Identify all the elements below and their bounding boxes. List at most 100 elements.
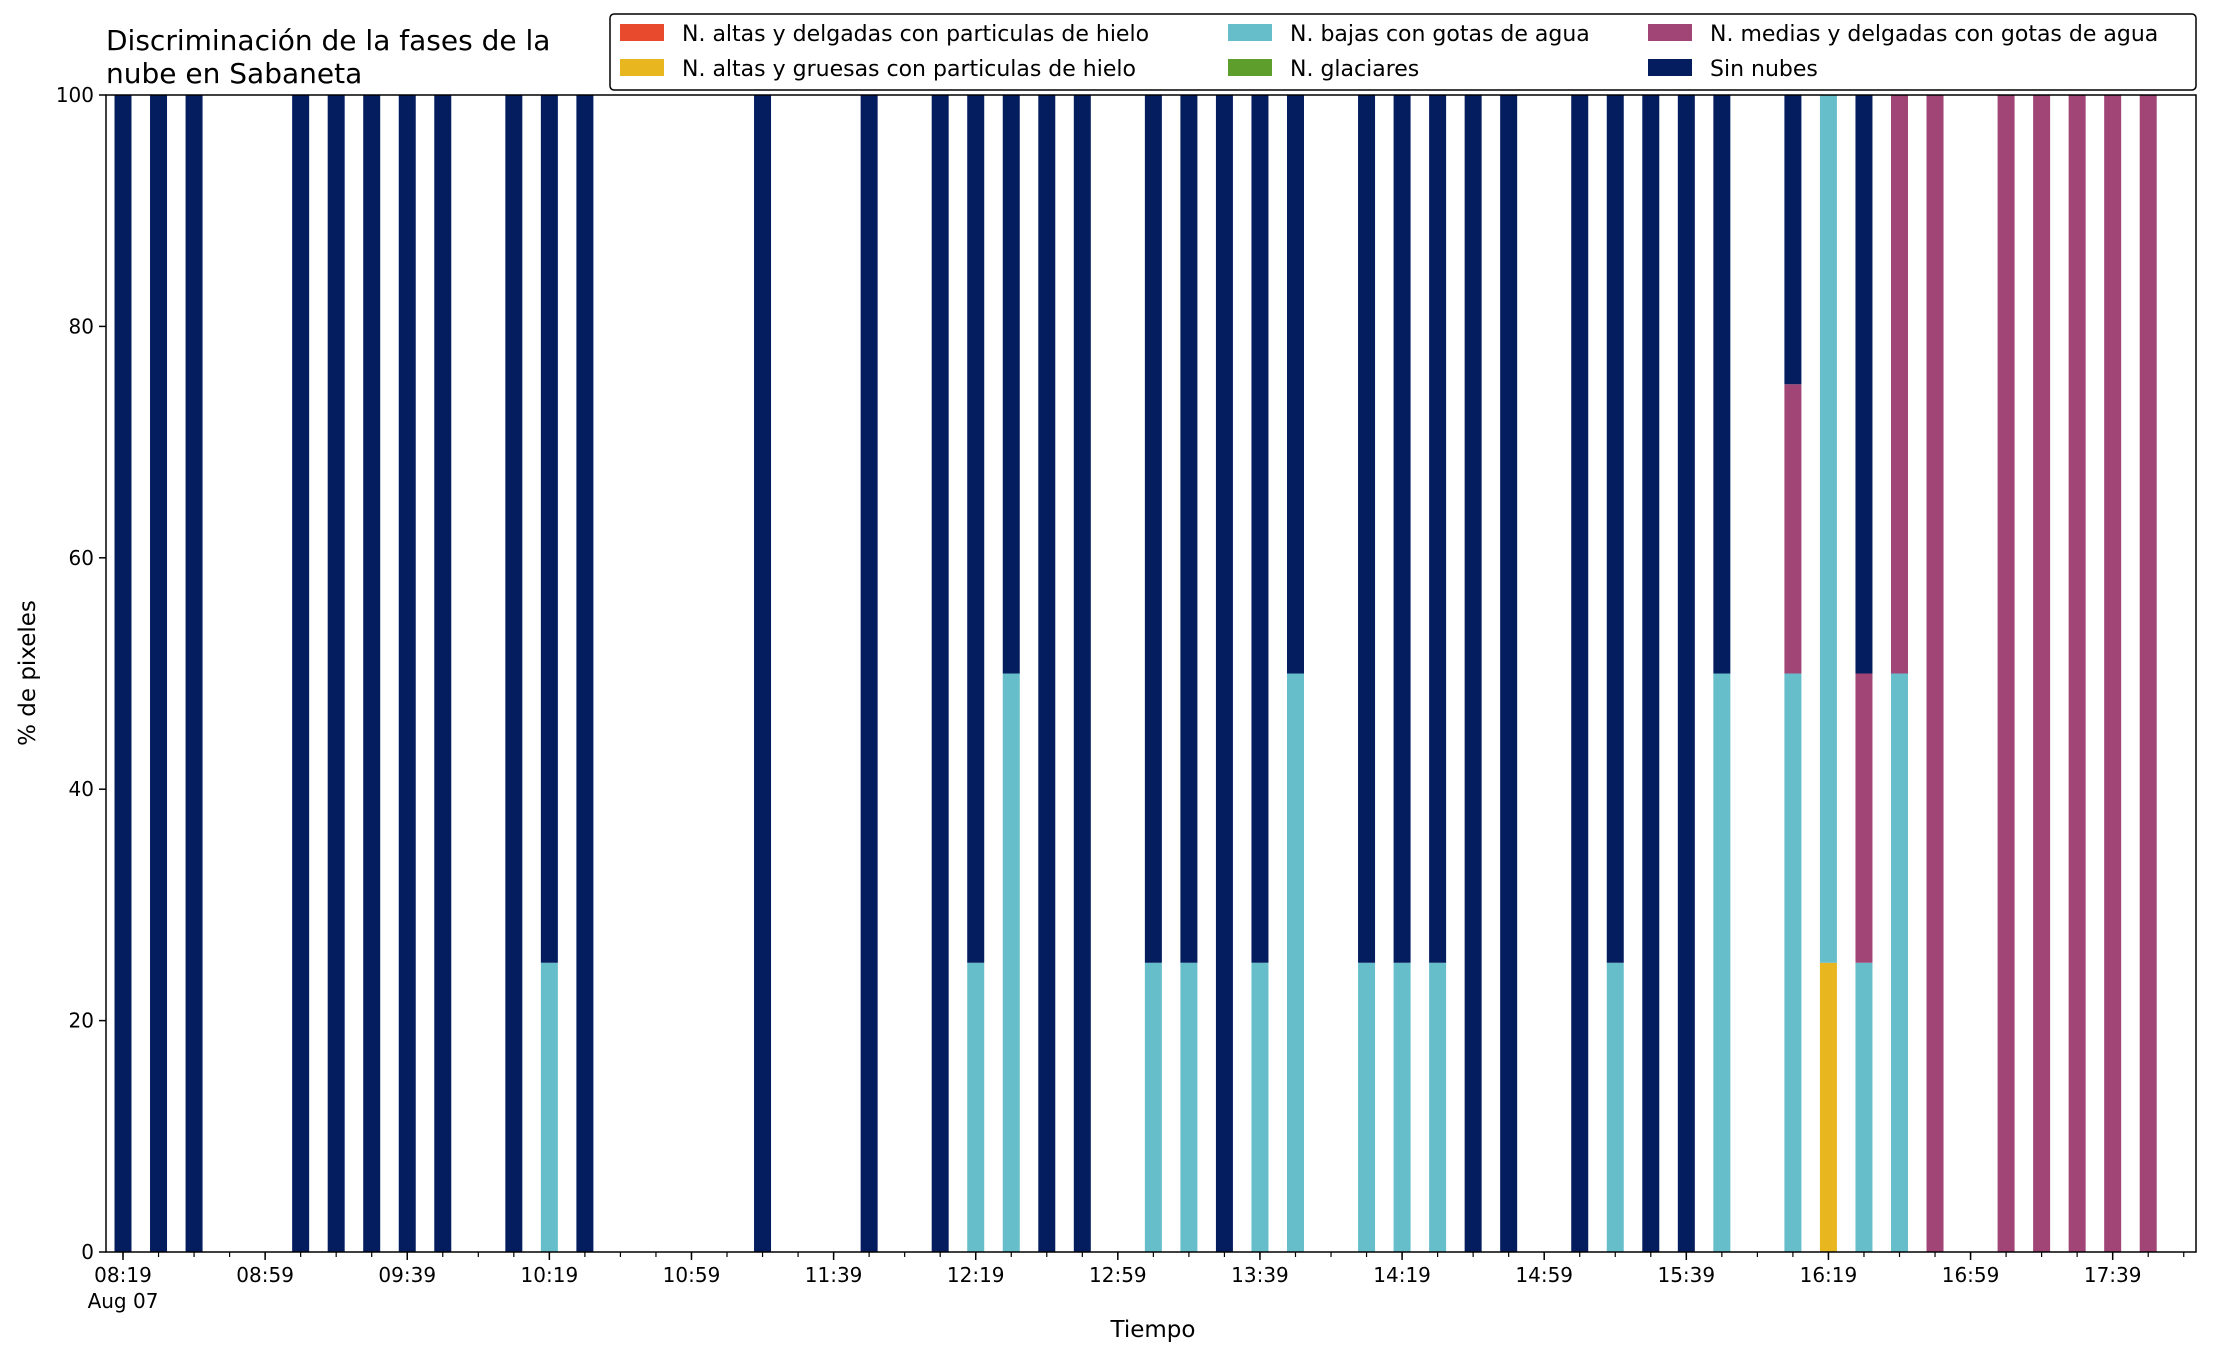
y-tick-label: 20 — [69, 1009, 94, 1033]
y-tick-label: 60 — [69, 546, 94, 570]
bar-segment-sin-nubes — [398, 95, 416, 1252]
bar-segment-n-bajas-con-gotas-de-agua — [1784, 673, 1802, 1252]
legend-swatch-n-altas-y-delgadas-con-particulas-de-hielo — [620, 24, 664, 41]
chart-title-line-1: Discriminación de la fases de la — [106, 24, 550, 57]
legend-box — [609, 13, 2197, 91]
bar-segment-n-medias-y-delgadas-con-gotas-de-agua — [1891, 95, 1908, 674]
bar-segment-sin-nubes — [185, 95, 203, 1252]
bar-segment-n-medias-y-delgadas-con-gotas-de-agua — [2033, 95, 2051, 1252]
bar-segment-sin-nubes — [754, 95, 772, 1252]
bar-segment-n-bajas-con-gotas-de-agua — [967, 962, 985, 1252]
bar-segment-sin-nubes — [1677, 95, 1695, 1252]
bar-segment-sin-nubes — [1784, 95, 1802, 385]
bar-segment-n-bajas-con-gotas-de-agua — [1144, 962, 1162, 1252]
bar-segment-sin-nubes — [1038, 95, 1056, 1252]
bar-segment-n-bajas-con-gotas-de-agua — [1606, 962, 1624, 1252]
bar-segment-sin-nubes — [114, 95, 132, 1252]
bar-segment-sin-nubes — [1464, 95, 1482, 1252]
bar-segment-sin-nubes — [931, 95, 949, 1252]
bar-segment-n-bajas-con-gotas-de-agua — [1891, 673, 1908, 1252]
legend-swatch-n-glaciares — [1228, 59, 1272, 76]
bar-segment-n-medias-y-delgadas-con-gotas-de-agua — [2104, 95, 2122, 1252]
x-tick-label: 11:39 — [805, 1263, 863, 1287]
bar-segment-n-medias-y-delgadas-con-gotas-de-agua — [2139, 95, 2157, 1252]
bar-segment-sin-nubes — [1358, 95, 1376, 963]
bar-segment-sin-nubes — [434, 95, 452, 1252]
x-tick-label: 14:19 — [1373, 1263, 1431, 1287]
legend-label-n-altas-y-delgadas-con-particulas-de-hielo: N. altas y delgadas con particulas de hi… — [682, 22, 1149, 47]
bar-segment-sin-nubes — [150, 95, 168, 1252]
plot-frame — [105, 94, 2197, 1253]
bar-segment-n-bajas-con-gotas-de-agua — [1251, 962, 1269, 1252]
legend-label-n-glaciares: N. glaciares — [1290, 57, 1419, 82]
bar-segment-n-bajas-con-gotas-de-agua — [1358, 962, 1376, 1252]
bar-segment-sin-nubes — [1606, 95, 1624, 963]
x-tick-label: 15:39 — [1657, 1263, 1715, 1287]
y-axis: 0 20 40 60 80 100 — [56, 83, 106, 1264]
bar-segment-sin-nubes — [1073, 95, 1091, 1252]
bar-segment-n-bajas-con-gotas-de-agua — [1393, 962, 1411, 1252]
bar-segment-n-altas-y-gruesas-con-particulas-de-hielo — [1819, 962, 1837, 1252]
legend-label-n-altas-y-gruesas-con-particulas-de-hielo: N. altas y gruesas con particulas de hie… — [682, 57, 1136, 82]
x-tick-sublabel-date: Aug 07 — [88, 1289, 159, 1313]
bar-segment-sin-nubes — [1500, 95, 1518, 1252]
bar-segment-sin-nubes — [1144, 95, 1162, 963]
bar-segment-sin-nubes — [967, 95, 985, 963]
bar-segment-sin-nubes — [292, 95, 310, 1252]
bar-segment-n-bajas-con-gotas-de-agua — [1429, 962, 1447, 1252]
x-tick-label: 12:59 — [1089, 1263, 1147, 1287]
bar-segment-sin-nubes — [1286, 95, 1304, 674]
bar-segment-sin-nubes — [1429, 95, 1447, 963]
bar-segment-sin-nubes — [540, 95, 558, 963]
bar-segment-sin-nubes — [363, 95, 381, 1252]
x-tick-label: 14:59 — [1515, 1263, 1573, 1287]
legend: N. altas y delgadas con particulas de hi… — [609, 13, 2197, 91]
x-tick-label: 13:39 — [1231, 1263, 1289, 1287]
x-tick-label: 08:19 — [94, 1263, 152, 1287]
bar-segment-n-bajas-con-gotas-de-agua — [1713, 673, 1731, 1252]
bar-segment-sin-nubes — [1393, 95, 1411, 963]
x-tick-label: 10:59 — [663, 1263, 721, 1287]
x-tick-label: 09:39 — [378, 1263, 436, 1287]
bar-segment-sin-nubes — [576, 95, 594, 1252]
y-tick-label: 0 — [81, 1240, 94, 1264]
x-axis: 08:19 08:59 09:39 10:19 10:59 11:39 12:19 12:59… — [88, 1252, 2185, 1313]
y-tick-label: 80 — [69, 314, 94, 338]
bar-segment-sin-nubes — [1180, 95, 1198, 963]
chart-title-line-2: nube en Sabaneta — [106, 57, 362, 90]
x-tick-label: 08:59 — [236, 1263, 294, 1287]
bar-segment-sin-nubes — [1251, 95, 1269, 963]
bar-segment-sin-nubes — [1215, 95, 1233, 1252]
bar-segment-sin-nubes — [327, 95, 345, 1252]
bar-segment-n-medias-y-delgadas-con-gotas-de-agua — [1784, 384, 1802, 674]
legend-swatch-n-medias-y-delgadas-con-gotas-de-agua — [1648, 24, 1692, 41]
bar-segment-n-medias-y-delgadas-con-gotas-de-agua — [1855, 673, 1873, 963]
bar-segment-n-bajas-con-gotas-de-agua — [1002, 673, 1020, 1252]
bar-segment-n-bajas-con-gotas-de-agua — [1855, 962, 1873, 1252]
x-tick-label: 10:19 — [521, 1263, 579, 1287]
bar-segment-sin-nubes — [1571, 95, 1589, 1252]
bar-segment-n-bajas-con-gotas-de-agua — [1286, 673, 1304, 1252]
bar-segment-n-bajas-con-gotas-de-agua — [1180, 962, 1198, 1252]
legend-label-n-bajas-con-gotas-de-agua: N. bajas con gotas de agua — [1290, 22, 1590, 47]
bar-segment-sin-nubes — [860, 95, 878, 1252]
legend-swatch-n-altas-y-gruesas-con-particulas-de-hielo — [620, 59, 664, 76]
bar-segment-n-bajas-con-gotas-de-agua — [540, 962, 558, 1252]
x-tick-label: 12:19 — [947, 1263, 1005, 1287]
x-tick-label: 16:59 — [1942, 1263, 2000, 1287]
bar-segment-n-medias-y-delgadas-con-gotas-de-agua — [1926, 95, 1944, 1252]
y-axis-title: % de pixeles — [15, 600, 41, 746]
bar-segment-sin-nubes — [1713, 95, 1731, 674]
legend-label-sin-nubes: Sin nubes — [1710, 57, 1818, 82]
bar-segment-n-bajas-con-gotas-de-agua — [1819, 95, 1837, 963]
legend-swatch-n-bajas-con-gotas-de-agua — [1228, 24, 1272, 41]
y-tick-label: 40 — [69, 777, 94, 801]
legend-swatch-sin-nubes — [1648, 59, 1692, 76]
y-tick-label: 100 — [56, 83, 94, 107]
bar-segment-sin-nubes — [1642, 95, 1660, 1252]
x-tick-label: 16:19 — [1800, 1263, 1858, 1287]
x-tick-label: 17:39 — [2084, 1263, 2142, 1287]
bar-segment-n-medias-y-delgadas-con-gotas-de-agua — [2068, 95, 2086, 1252]
bar-segment-sin-nubes — [1855, 95, 1873, 674]
